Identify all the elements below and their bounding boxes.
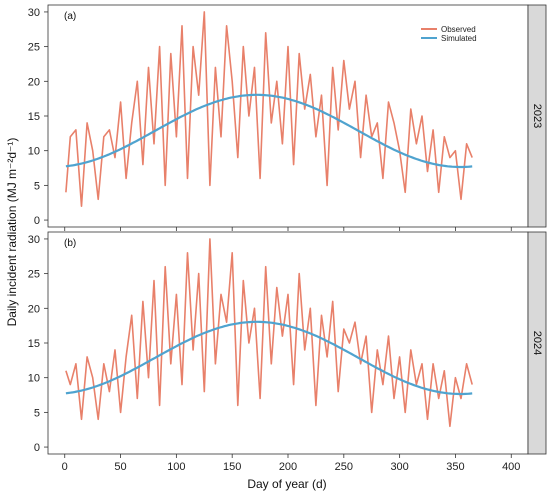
y-tick-label: 30 xyxy=(28,7,40,19)
panel-label: (b) xyxy=(64,238,76,249)
x-tick-label: 200 xyxy=(279,461,297,473)
x-axis-label: Day of year (d) xyxy=(247,477,326,491)
x-tick-label: 100 xyxy=(167,461,185,473)
legend: Observed Simulated xyxy=(421,25,477,43)
y-tick-label: 10 xyxy=(28,373,40,385)
series-observed-line xyxy=(65,11,473,207)
x-tick-label: 300 xyxy=(390,461,408,473)
facet-strip-label: 2023 xyxy=(531,104,543,128)
y-axis-label: Daily incident radiation (MJ m⁻²d⁻¹) xyxy=(5,138,19,327)
legend-observed-label: Observed xyxy=(441,25,476,34)
plot-area xyxy=(47,231,529,455)
panel-a: 2023 (a) 0 5 10 15 20 25 30 xyxy=(28,4,547,231)
y-tick-label: 30 xyxy=(28,234,40,246)
legend-simulated-label: Simulated xyxy=(441,34,477,43)
y-tick-label: 0 xyxy=(34,442,40,454)
series-simulated-line xyxy=(65,93,473,169)
y-tick-label: 10 xyxy=(28,146,40,158)
x-tick-label: 350 xyxy=(446,461,464,473)
y-tick-label: 15 xyxy=(28,111,40,123)
y-tick-label: 25 xyxy=(28,42,40,54)
facet-strip-label: 2024 xyxy=(531,331,543,355)
x-tick-label: 400 xyxy=(502,461,520,473)
facet-strip xyxy=(527,4,547,228)
y-tick-label: 20 xyxy=(28,303,40,315)
facet-strip xyxy=(527,231,547,455)
y-tick-label: 5 xyxy=(34,407,40,419)
y-tick-label: 25 xyxy=(28,269,40,281)
y-tick-label: 5 xyxy=(34,180,40,192)
plot-area xyxy=(47,4,529,228)
y-tick-label: 0 xyxy=(34,215,40,227)
series-simulated-line xyxy=(65,320,473,396)
x-tick-label: 0 xyxy=(62,461,68,473)
x-tick-label: 50 xyxy=(114,461,126,473)
x-tick-label: 150 xyxy=(223,461,241,473)
y-tick-label: 20 xyxy=(28,76,40,88)
x-tick-label: 250 xyxy=(335,461,353,473)
series-observed-line xyxy=(65,238,473,428)
panel-label: (a) xyxy=(64,11,76,22)
y-tick-label: 15 xyxy=(28,338,40,350)
